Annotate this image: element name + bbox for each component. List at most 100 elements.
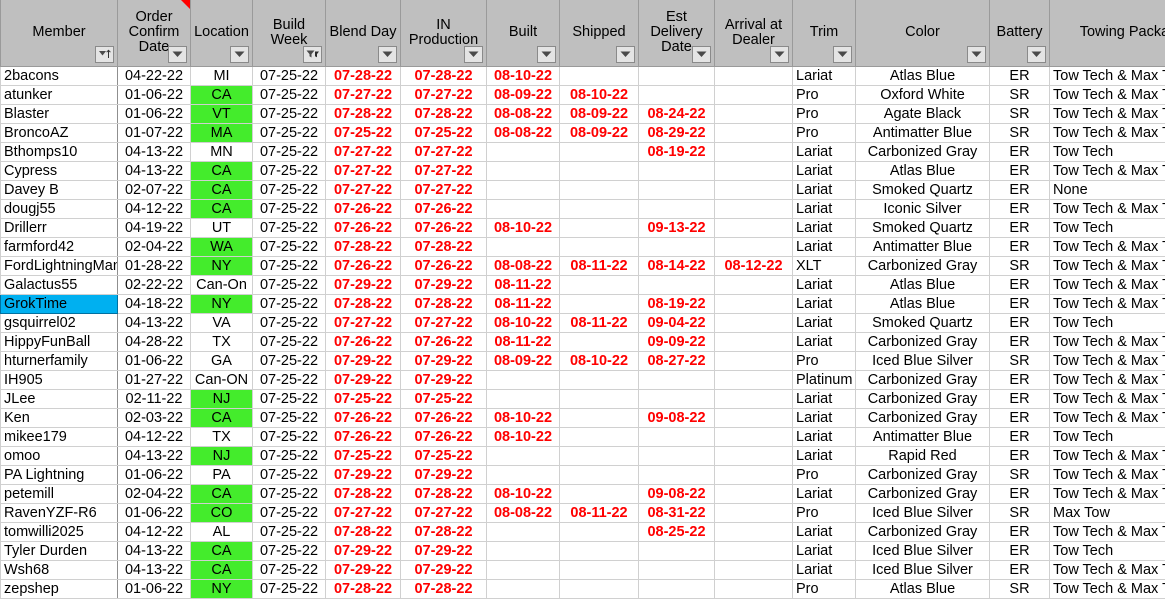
cell-order-confirm[interactable]: 02-03-22 (117, 407, 191, 428)
cell-towing[interactable]: Tow Tech & Max Tow (1049, 331, 1165, 352)
cell-shipped[interactable] (559, 331, 639, 352)
table-row[interactable]: RavenYZF-R6 01-06-22 CO 07-25-22 07-27-22 07-… (0, 502, 1165, 523)
cell-in-production[interactable]: 07-28-22 (400, 236, 487, 257)
cell-blend-day[interactable]: 07-27-22 (325, 141, 401, 162)
cell-location[interactable]: NJ (190, 388, 253, 409)
cell-trim[interactable]: Lariat (792, 312, 856, 333)
cell-trim[interactable]: Platinum (792, 369, 856, 390)
cell-member[interactable]: Tyler Durden (0, 540, 118, 561)
column-header-order-confirm-date[interactable]: Order Confirm Date (117, 0, 191, 67)
cell-trim[interactable]: Pro (792, 122, 856, 143)
cell-build-week[interactable]: 07-25-22 (252, 274, 326, 295)
cell-trim[interactable]: Lariat (792, 160, 856, 181)
cell-location[interactable]: GA (190, 350, 253, 371)
filter-dropdown-icon[interactable] (537, 45, 556, 63)
cell-est-delivery[interactable]: 09-09-22 (638, 331, 715, 352)
cell-arrival[interactable] (714, 122, 793, 143)
cell-blend-day[interactable]: 07-29-22 (325, 540, 401, 561)
cell-arrival[interactable] (714, 141, 793, 162)
cell-arrival[interactable] (714, 236, 793, 257)
table-row[interactable]: HippyFunBall 04-28-22 TX 07-25-22 07-26-22 07… (0, 331, 1165, 352)
cell-arrival[interactable] (714, 179, 793, 200)
cell-build-week[interactable]: 07-25-22 (252, 369, 326, 390)
cell-shipped[interactable] (559, 578, 639, 599)
cell-build-week[interactable]: 07-25-22 (252, 521, 326, 542)
cell-color[interactable]: Carbonized Gray (855, 255, 990, 276)
cell-built[interactable]: 08-10-22 (486, 65, 560, 86)
cell-blend-day[interactable]: 07-28-22 (325, 578, 401, 599)
cell-build-week[interactable]: 07-25-22 (252, 160, 326, 181)
cell-member[interactable]: Blaster (0, 103, 118, 124)
cell-est-delivery[interactable] (638, 179, 715, 200)
cell-trim[interactable]: Lariat (792, 65, 856, 86)
cell-est-delivery[interactable]: 09-08-22 (638, 407, 715, 428)
cell-est-delivery[interactable]: 08-25-22 (638, 521, 715, 542)
cell-towing[interactable]: Tow Tech & Max Tow (1049, 103, 1165, 124)
cell-battery[interactable]: ER (989, 236, 1050, 257)
cell-member[interactable]: PA Lightning (0, 464, 118, 485)
cell-blend-day[interactable]: 07-26-22 (325, 426, 401, 447)
filter-dropdown-icon[interactable] (378, 45, 397, 63)
cell-shipped[interactable]: 08-11-22 (559, 255, 639, 276)
cell-battery[interactable]: ER (989, 540, 1050, 561)
cell-location[interactable]: NY (190, 255, 253, 276)
cell-built[interactable] (486, 521, 560, 542)
cell-shipped[interactable] (559, 65, 639, 86)
cell-location[interactable]: CA (190, 198, 253, 219)
sort-asc-filter-icon[interactable] (95, 45, 114, 63)
cell-towing[interactable]: Tow Tech (1049, 141, 1165, 162)
cell-member[interactable]: Drillerr (0, 217, 118, 238)
cell-shipped[interactable]: 08-11-22 (559, 502, 639, 523)
cell-blend-day[interactable]: 07-28-22 (325, 103, 401, 124)
cell-towing[interactable]: Tow Tech (1049, 312, 1165, 333)
table-row[interactable]: GrokTime 04-18-22 NY 07-25-22 07-28-22 07-28-… (0, 293, 1165, 314)
cell-built[interactable] (486, 179, 560, 200)
cell-trim[interactable]: Lariat (792, 293, 856, 314)
cell-location[interactable]: Can-On (190, 274, 253, 295)
cell-member[interactable]: IH905 (0, 369, 118, 390)
cell-color[interactable]: Iced Blue Silver (855, 502, 990, 523)
cell-shipped[interactable]: 08-09-22 (559, 122, 639, 143)
cell-order-confirm[interactable]: 04-22-22 (117, 65, 191, 86)
cell-color[interactable]: Smoked Quartz (855, 312, 990, 333)
cell-battery[interactable]: SR (989, 578, 1050, 599)
cell-towing[interactable]: Tow Tech & Max Tow (1049, 198, 1165, 219)
cell-shipped[interactable] (559, 179, 639, 200)
filter-dropdown-icon[interactable] (230, 45, 249, 63)
cell-color[interactable]: Antimatter Blue (855, 236, 990, 257)
cell-towing[interactable]: Max Tow (1049, 502, 1165, 523)
cell-in-production[interactable]: 07-26-22 (400, 198, 487, 219)
cell-shipped[interactable] (559, 426, 639, 447)
cell-blend-day[interactable]: 07-28-22 (325, 521, 401, 542)
cell-battery[interactable]: ER (989, 274, 1050, 295)
filter-dropdown-icon[interactable] (168, 45, 187, 63)
cell-member[interactable]: Galactus55 (0, 274, 118, 295)
cell-color[interactable]: Agate Black (855, 103, 990, 124)
cell-est-delivery[interactable]: 08-19-22 (638, 293, 715, 314)
cell-location[interactable]: MN (190, 141, 253, 162)
cell-location[interactable]: CA (190, 540, 253, 561)
table-row[interactable]: Blaster 01-06-22 VT 07-25-22 07-28-22 07-28-2… (0, 103, 1165, 124)
cell-towing[interactable]: Tow Tech & Max Tow (1049, 236, 1165, 257)
cell-est-delivery[interactable] (638, 540, 715, 561)
cell-in-production[interactable]: 07-26-22 (400, 331, 487, 352)
cell-color[interactable]: Carbonized Gray (855, 369, 990, 390)
cell-location[interactable]: TX (190, 426, 253, 447)
cell-location[interactable]: AL (190, 521, 253, 542)
cell-trim[interactable]: Lariat (792, 559, 856, 580)
cell-battery[interactable]: ER (989, 293, 1050, 314)
cell-blend-day[interactable]: 07-27-22 (325, 160, 401, 181)
cell-shipped[interactable] (559, 521, 639, 542)
cell-in-production[interactable]: 07-27-22 (400, 179, 487, 200)
filter-dropdown-icon[interactable] (616, 45, 635, 63)
cell-build-week[interactable]: 07-25-22 (252, 84, 326, 105)
cell-arrival[interactable] (714, 274, 793, 295)
cell-battery[interactable]: SR (989, 122, 1050, 143)
cell-shipped[interactable] (559, 293, 639, 314)
cell-built[interactable]: 08-10-22 (486, 407, 560, 428)
filter-dropdown-icon[interactable] (692, 45, 711, 63)
cell-trim[interactable]: XLT (792, 255, 856, 276)
cell-in-production[interactable]: 07-25-22 (400, 445, 487, 466)
cell-member[interactable]: petemill (0, 483, 118, 504)
cell-color[interactable]: Iconic Silver (855, 198, 990, 219)
